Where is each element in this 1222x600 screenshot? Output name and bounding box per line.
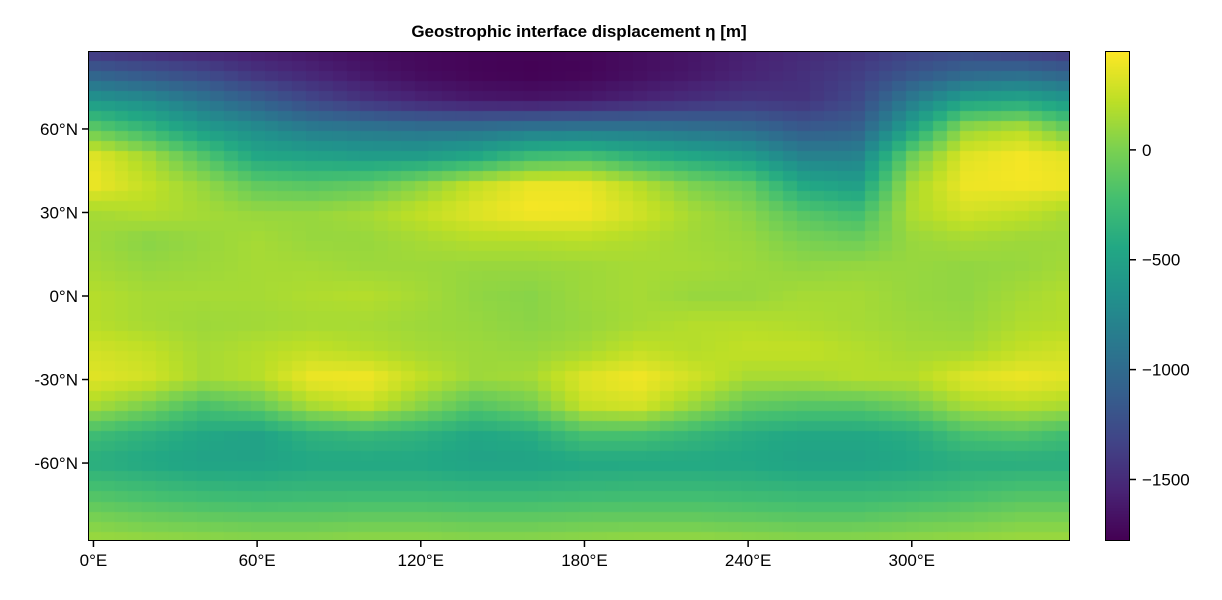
x-tick-label: 0°E [80,551,108,570]
y-tick-label: 0°N [49,287,78,306]
x-tick-label: 120°E [398,551,445,570]
colorbar-tick-label: 0 [1142,141,1151,160]
y-tick-label: -30°N [34,371,78,390]
chart-title: Geostrophic interface displacement η [m] [411,22,747,41]
heatmap-plot-area [88,51,1070,541]
y-tick-label: 60°N [40,120,78,139]
colorbar-tick-label: −1000 [1142,361,1190,380]
colorbar-tick-label: −500 [1142,251,1180,270]
x-tick-label: 240°E [725,551,772,570]
colorbar [1105,51,1130,541]
y-tick-label: -60°N [34,454,78,473]
y-tick-label: 30°N [40,203,78,222]
x-tick-label: 180°E [561,551,608,570]
x-tick-label: 300°E [889,551,936,570]
colorbar-tick-label: −1500 [1142,470,1190,489]
x-tick-label: 60°E [239,551,276,570]
